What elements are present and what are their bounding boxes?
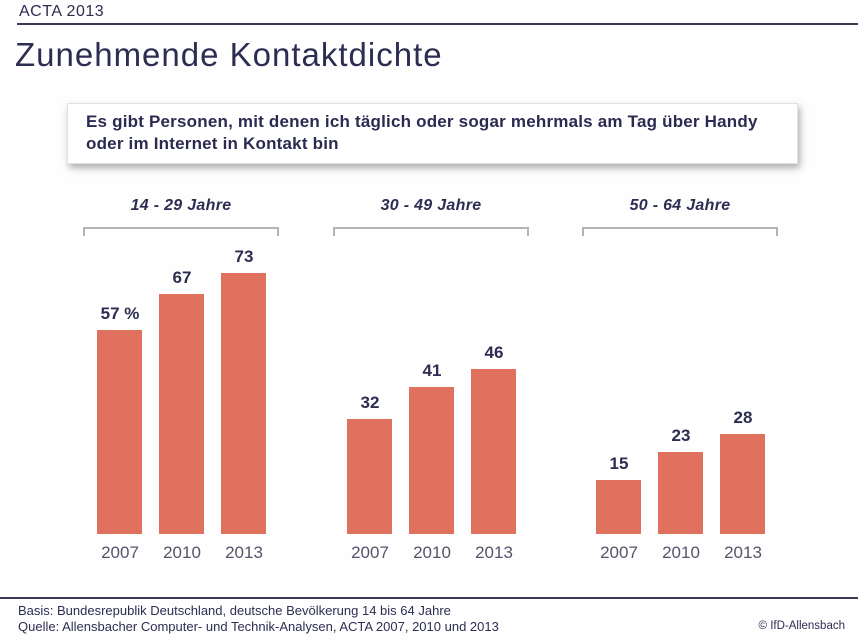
year-tick: 2010 (413, 543, 451, 562)
bar-chart: 14 - 29 Jahre 57 % 67 73 2007 2010 2013 … (83, 196, 778, 562)
bar-2013 (221, 273, 266, 534)
year-tick: 2007 (351, 543, 389, 562)
group-label: 30 - 49 Jahre (380, 197, 482, 214)
copyright-note: © IfD-Allensbach (758, 620, 845, 632)
question-text: Es gibt Personen, mit denen ich täglich … (86, 112, 758, 153)
year-tick: 2013 (724, 543, 762, 562)
bar-2007 (596, 480, 641, 534)
bar-2010 (159, 294, 204, 534)
group-label: 14 - 29 Jahre (130, 197, 232, 214)
age-group-14-29: 14 - 29 Jahre 57 % 67 73 2007 2010 2013 (83, 196, 279, 562)
report-tag: ACTA 2013 (19, 3, 105, 20)
group-label: 50 - 64 Jahre (629, 197, 731, 214)
bar-value-label: 57 % (100, 304, 140, 323)
bar-value-label: 15 (609, 454, 629, 473)
group-bracket (582, 227, 778, 236)
bar-2007 (97, 330, 142, 534)
bar-value-label: 67 (172, 268, 192, 287)
year-tick: 2010 (163, 543, 201, 562)
bar-2013 (471, 369, 516, 534)
footer-rule (0, 597, 858, 599)
bar-2010 (409, 387, 454, 534)
age-group-50-64: 50 - 64 Jahre 15 23 28 2007 2010 2013 (582, 196, 778, 562)
year-tick: 2010 (662, 543, 700, 562)
bar-value-label: 73 (234, 247, 254, 266)
header-rule (17, 23, 858, 25)
year-tick: 2013 (475, 543, 513, 562)
group-bracket (83, 227, 279, 236)
question-box: Es gibt Personen, mit denen ich täglich … (67, 103, 798, 164)
bar-2013 (720, 434, 765, 534)
page-title: Zunehmende Kontaktdichte (15, 36, 443, 73)
bar-2010 (658, 452, 703, 534)
bar-2007 (347, 419, 392, 534)
year-tick: 2007 (101, 543, 139, 562)
bar-value-label: 46 (484, 343, 504, 362)
bar-value-label: 23 (671, 426, 691, 445)
age-group-30-49: 30 - 49 Jahre 32 41 46 2007 2010 2013 (333, 196, 529, 562)
group-bracket (333, 227, 529, 236)
bar-value-label: 28 (733, 408, 753, 427)
source-note: Quelle: Allensbacher Computer- und Techn… (18, 619, 499, 634)
basis-note: Basis: Bundesrepublik Deutschland, deuts… (18, 603, 451, 618)
year-tick: 2013 (225, 543, 263, 562)
year-tick: 2007 (600, 543, 638, 562)
bar-value-label: 41 (422, 361, 442, 380)
bar-value-label: 32 (360, 393, 380, 412)
